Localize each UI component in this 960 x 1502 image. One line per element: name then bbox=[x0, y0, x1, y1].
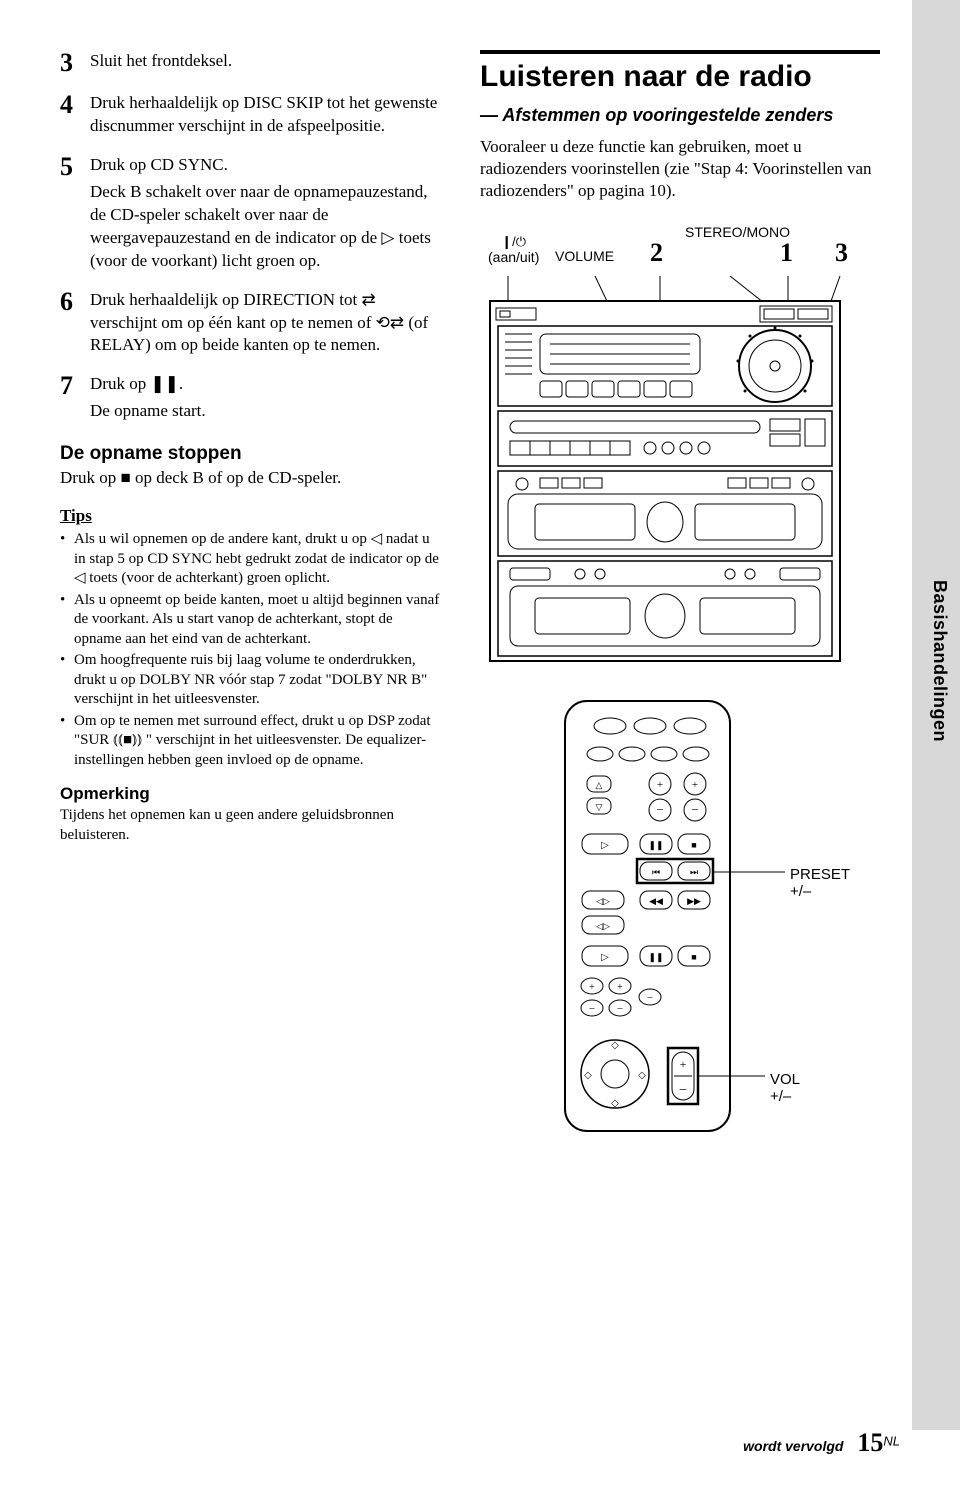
tips-heading: Tips bbox=[60, 506, 440, 526]
step-sub: De opname start. bbox=[90, 400, 206, 423]
step-number: 4 bbox=[60, 92, 90, 138]
step-number: 3 bbox=[60, 50, 90, 76]
svg-text:+: + bbox=[657, 779, 663, 791]
device-callouts: ❙/⏻ (aan/uit) VOLUME STEREO/MONO 2 1 3 bbox=[480, 220, 880, 272]
step-text: Sluit het frontdeksel. bbox=[90, 50, 232, 76]
page-footer: wordt vervolgd 15NL bbox=[743, 1428, 900, 1458]
remote-label-vol: VOL +/– bbox=[770, 1071, 799, 1105]
svg-text:⏮: ⏮ bbox=[652, 867, 660, 877]
power-icon: ❙/⏻ bbox=[501, 234, 526, 249]
left-column: 3 Sluit het frontdeksel. 4 Druk herhaald… bbox=[60, 50, 470, 1136]
step-6: 6 Druk herhaaldelijk op DIRECTION tot ⇄ … bbox=[60, 289, 440, 358]
step-number: 5 bbox=[60, 154, 90, 273]
svg-text:+: + bbox=[692, 779, 698, 791]
section-title: Luisteren naar de radio bbox=[480, 60, 880, 95]
svg-text:−: − bbox=[691, 802, 698, 817]
svg-text:◀◀: ◀◀ bbox=[649, 896, 663, 906]
tips-list: Als u wil opnemen op de andere kant, dru… bbox=[60, 530, 440, 770]
step-5: 5 Druk op CD SYNC. Deck B schakelt over … bbox=[60, 154, 440, 273]
callout-power: ❙/⏻ (aan/uit) bbox=[488, 234, 539, 265]
callout-num-1: 1 bbox=[780, 238, 793, 268]
note-heading: Opmerking bbox=[60, 784, 440, 804]
svg-text:−: − bbox=[679, 1083, 687, 1098]
remote-illustration: △ ▽ + + − − ▷ ❚❚ ■ ⏮ bbox=[560, 696, 760, 1136]
svg-text:+: + bbox=[680, 1057, 687, 1071]
svg-text:+: + bbox=[589, 982, 595, 993]
svg-text:+: + bbox=[617, 982, 623, 993]
svg-text:▷: ▷ bbox=[601, 952, 609, 963]
svg-text:−: − bbox=[617, 1003, 623, 1015]
step-4: 4 Druk herhaaldelijk op DISC SKIP tot he… bbox=[60, 92, 440, 138]
svg-text:▽: ▽ bbox=[596, 802, 603, 812]
svg-text:◁▷: ◁▷ bbox=[596, 921, 610, 931]
svg-text:◁▷: ◁▷ bbox=[596, 896, 610, 906]
svg-text:◇: ◇ bbox=[611, 1098, 619, 1109]
right-column: Luisteren naar de radio — Afstemmen op v… bbox=[470, 50, 880, 1136]
svg-text:■: ■ bbox=[691, 952, 696, 962]
step-main: Druk op CD SYNC. bbox=[90, 155, 228, 174]
svg-text:⏭: ⏭ bbox=[690, 867, 698, 877]
section-subtitle: — Afstemmen op vooringestelde zenders bbox=[480, 105, 880, 127]
svg-text:■: ■ bbox=[691, 840, 696, 850]
step-7: 7 Druk op ❚❚. De opname start. bbox=[60, 373, 440, 423]
callout-power-sub: (aan/uit) bbox=[488, 249, 539, 265]
tip-item: Om hoogfrequente ruis bij laag volume te… bbox=[60, 651, 440, 710]
stop-text: Druk op ■ op deck B of op de CD-speler. bbox=[60, 467, 440, 490]
svg-text:❚❚: ❚❚ bbox=[648, 840, 663, 851]
step-text: Druk herhaaldelijk op DIRECTION tot ⇄ ve… bbox=[90, 289, 440, 358]
footer-continued: wordt vervolgd bbox=[743, 1438, 843, 1454]
step-3: 3 Sluit het frontdeksel. bbox=[60, 50, 440, 76]
step-main: Druk op ❚❚. bbox=[90, 374, 183, 393]
footer-page-number: 15 bbox=[857, 1428, 883, 1457]
sidebar-section-label: Basishandelingen bbox=[929, 580, 950, 742]
tip-item: Om op te nemen met surround effect, druk… bbox=[60, 712, 440, 771]
callout-num-2: 2 bbox=[650, 238, 663, 268]
step-sub: Deck B schakelt over naar de opnamepauze… bbox=[90, 181, 440, 273]
callout-num-3: 3 bbox=[835, 238, 848, 268]
device-illustration bbox=[480, 276, 850, 676]
page-content: 3 Sluit het frontdeksel. 4 Druk herhaald… bbox=[0, 0, 960, 1136]
svg-text:▷: ▷ bbox=[601, 840, 609, 851]
svg-text:◇: ◇ bbox=[611, 1040, 619, 1051]
callout-volume: VOLUME bbox=[555, 248, 614, 264]
footer-lang: NL bbox=[883, 1433, 900, 1448]
svg-text:◇: ◇ bbox=[584, 1070, 592, 1081]
svg-text:❚❚: ❚❚ bbox=[648, 952, 663, 963]
tip-item: Als u wil opnemen op de andere kant, dru… bbox=[60, 530, 440, 589]
step-number: 7 bbox=[60, 373, 90, 423]
svg-text:△: △ bbox=[596, 780, 603, 790]
svg-text:◇: ◇ bbox=[638, 1070, 646, 1081]
callout-stereo: STEREO/MONO bbox=[685, 224, 790, 240]
intro-text: Vooraleer u deze functie kan gebruiken, … bbox=[480, 136, 880, 202]
tip-item: Als u opneemt op beide kanten, moet u al… bbox=[60, 591, 440, 650]
note-text: Tijdens het opnemen kan u geen andere ge… bbox=[60, 806, 440, 845]
svg-text:−: − bbox=[647, 992, 653, 1004]
step-text: Druk herhaaldelijk op DISC SKIP tot het … bbox=[90, 92, 440, 138]
step-text: Druk op ❚❚. De opname start. bbox=[90, 373, 206, 423]
step-text: Druk op CD SYNC. Deck B schakelt over na… bbox=[90, 154, 440, 273]
remote-label-preset: PRESET +/– bbox=[790, 866, 850, 900]
step-number: 6 bbox=[60, 289, 90, 358]
stop-heading: De opname stoppen bbox=[60, 443, 440, 465]
svg-text:−: − bbox=[589, 1003, 595, 1015]
svg-text:−: − bbox=[656, 802, 663, 817]
title-rule bbox=[480, 50, 880, 54]
svg-text:▶▶: ▶▶ bbox=[687, 896, 701, 906]
